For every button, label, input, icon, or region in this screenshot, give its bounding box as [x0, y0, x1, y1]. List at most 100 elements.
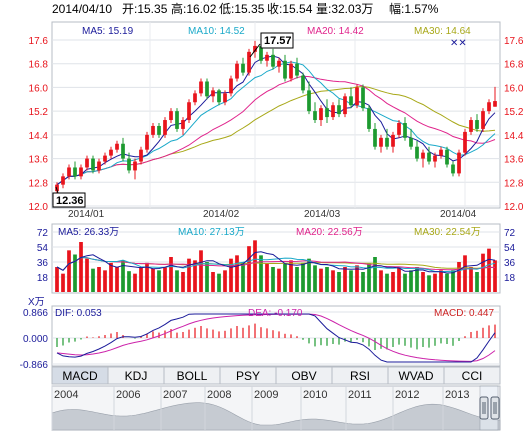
volume-bar — [301, 262, 305, 292]
price-tick-right: 12.8 — [504, 178, 524, 189]
candle-body — [187, 102, 191, 121]
candle — [433, 152, 437, 168]
candle-body — [421, 152, 425, 159]
volume-bar — [247, 246, 251, 292]
candle-body — [205, 81, 209, 97]
tab-rsi[interactable]: RSI — [331, 366, 389, 385]
volume-bar — [475, 272, 479, 292]
candle-body — [55, 184, 59, 192]
tab-obv[interactable]: OBV — [275, 366, 333, 385]
candle-body — [97, 161, 101, 171]
volume-bars — [55, 240, 497, 292]
candle-body — [433, 155, 437, 162]
candle-body — [349, 96, 353, 106]
vol-legend-ma10: MA10: 27.13万 — [178, 227, 245, 238]
candle — [391, 131, 395, 153]
volume-panel: MA5: 26.33万 MA10: 27.13万 MA20: 22.56万 MA… — [28, 223, 516, 308]
volume-bar — [367, 263, 371, 292]
candle-body — [151, 125, 155, 135]
volume-tick-right: 72 — [504, 228, 516, 239]
candle-body — [487, 102, 491, 112]
header-change: 幅:1.57% — [389, 1, 439, 16]
candle — [133, 158, 137, 180]
candle — [241, 57, 245, 76]
price-tick-right: 17.6 — [504, 36, 524, 47]
candle-body — [61, 176, 65, 185]
handle-right-box[interactable] — [490, 396, 500, 420]
volume-bar — [55, 267, 59, 292]
candle-body — [325, 108, 329, 118]
candle-body — [313, 111, 317, 121]
candle — [409, 128, 413, 150]
volume-bar — [73, 254, 77, 292]
min-callout-label: 12.36 — [56, 195, 84, 207]
tab-macd[interactable]: MACD — [51, 366, 109, 385]
volume-tick-left: 54 — [37, 243, 49, 254]
candle — [193, 90, 197, 106]
candle — [217, 88, 221, 106]
tab-cci[interactable]: CCI — [443, 366, 501, 385]
header-close: 收:15.54 — [267, 2, 313, 16]
volume-ma-lines — [56, 251, 496, 274]
candle — [463, 128, 467, 156]
volume-bar — [307, 258, 311, 292]
candle — [283, 54, 287, 82]
candle-body — [235, 63, 239, 79]
tab-psy[interactable]: PSY — [219, 366, 277, 385]
candle-body — [379, 137, 383, 147]
candle-body — [457, 152, 461, 174]
price-tick-left: 16.0 — [29, 83, 49, 94]
candle — [265, 51, 269, 67]
navigator-year-label: 2006 — [116, 389, 140, 401]
candle-body — [289, 63, 293, 79]
candle — [235, 60, 239, 82]
price-panel: MA5: 15.19 MA10: 14.52 MA20: 14.42 MA30:… — [29, 21, 524, 220]
volume-y-axis: 72 72 54 54 36 36 18 18 — [37, 228, 516, 284]
price-y-axis: 17.6 17.6 16.8 16.8 16.0 16.0 15.2 15.2 14.4 14.4… — [29, 36, 524, 213]
volume-bar — [391, 272, 395, 292]
tab-background[interactable] — [443, 366, 501, 385]
candle — [457, 149, 461, 177]
date-label-mar: 2014/03 — [304, 209, 341, 220]
date-label-jan: 2014/01 — [68, 209, 105, 220]
navigator-handle-right[interactable] — [490, 396, 500, 420]
candle-body — [331, 105, 335, 118]
volume-bar — [109, 262, 113, 292]
candle-body — [133, 161, 137, 171]
candle — [337, 99, 341, 118]
candle — [229, 75, 233, 97]
tab-boll[interactable]: BOLL — [163, 366, 221, 385]
handle-left-box[interactable] — [479, 396, 489, 420]
volume-bar — [409, 270, 413, 292]
volume-bar — [331, 270, 335, 292]
candle-body — [475, 120, 479, 129]
header-date: 2014/04/10 — [52, 2, 112, 16]
navigator-year-label: 2012 — [395, 389, 419, 401]
navigator-handle-left[interactable] — [479, 396, 489, 420]
indicator-tabs: MACD KDJ BOLL PSY OBV RSI WVAD CCI — [51, 366, 501, 385]
candle-body — [127, 158, 131, 171]
volume-bar — [289, 260, 293, 292]
vol-ma5-line — [56, 251, 496, 274]
navigator: 2004 2006 2007 2008 2009 2010 2011 2012 2013 — [51, 385, 501, 431]
tab-kdj[interactable]: KDJ — [107, 366, 165, 385]
date-axis: 2014/01 2014/02 2014/03 2014/04 — [68, 209, 477, 220]
candle-body — [319, 108, 323, 121]
dif-line — [56, 313, 496, 363]
volume-bar — [493, 260, 497, 292]
candle-body — [361, 87, 365, 109]
candle-body — [403, 123, 407, 138]
volume-bar — [115, 267, 119, 292]
macd-lines — [56, 313, 496, 363]
candle — [271, 48, 275, 70]
volume-bar — [355, 265, 359, 292]
candle-body — [247, 51, 251, 73]
price-panel-frame — [51, 21, 501, 209]
tab-wvad[interactable]: WVAD — [387, 366, 445, 385]
max-callout: 17.57 — [249, 32, 294, 58]
candle — [79, 164, 83, 180]
candle — [85, 155, 89, 171]
volume-bar — [373, 257, 377, 292]
candle — [325, 99, 329, 123]
